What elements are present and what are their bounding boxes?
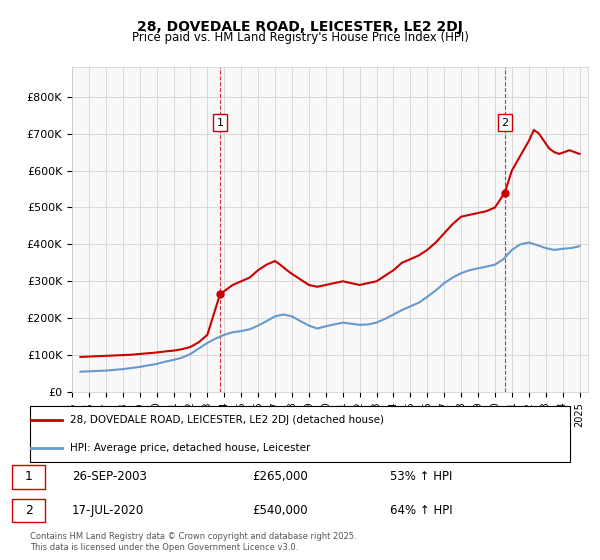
Text: 1: 1 [25,470,33,483]
FancyBboxPatch shape [12,498,45,522]
FancyBboxPatch shape [30,406,570,462]
Text: 2: 2 [501,118,508,128]
Text: HPI: Average price, detached house, Leicester: HPI: Average price, detached house, Leic… [71,443,311,453]
Text: £540,000: £540,000 [252,504,308,517]
Text: 53% ↑ HPI: 53% ↑ HPI [390,470,452,483]
Text: 64% ↑ HPI: 64% ↑ HPI [390,504,452,517]
Text: 17-JUL-2020: 17-JUL-2020 [72,504,144,517]
Text: 28, DOVEDALE ROAD, LEICESTER, LE2 2DJ: 28, DOVEDALE ROAD, LEICESTER, LE2 2DJ [137,20,463,34]
Text: Price paid vs. HM Land Registry's House Price Index (HPI): Price paid vs. HM Land Registry's House … [131,31,469,44]
Text: 1: 1 [217,118,224,128]
Text: 2: 2 [25,504,33,517]
Text: 28, DOVEDALE ROAD, LEICESTER, LE2 2DJ (detached house): 28, DOVEDALE ROAD, LEICESTER, LE2 2DJ (d… [71,415,385,425]
Text: 26-SEP-2003: 26-SEP-2003 [72,470,147,483]
Text: Contains HM Land Registry data © Crown copyright and database right 2025.
This d: Contains HM Land Registry data © Crown c… [30,532,356,552]
Text: £265,000: £265,000 [252,470,308,483]
FancyBboxPatch shape [12,465,45,488]
